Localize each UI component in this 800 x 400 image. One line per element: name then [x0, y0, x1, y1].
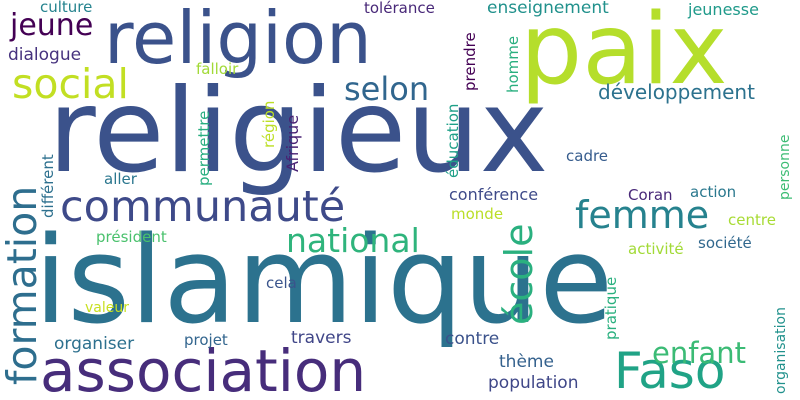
word-monde: monde [451, 205, 504, 223]
word-paix: paix [520, 0, 728, 107]
word-dialogue: dialogue [8, 45, 82, 65]
word-religion: religion [104, 0, 372, 80]
word-region: région [260, 100, 278, 148]
word-education: éducation [444, 103, 462, 178]
word-falloir: falloir [196, 60, 239, 78]
word-faso: Faso [614, 342, 726, 400]
word-culture: culture [40, 0, 93, 16]
word-valeur: valeur [85, 300, 129, 316]
word-social: social [12, 60, 129, 108]
word-enfant: enfant [652, 336, 746, 370]
word-pratique: pratique [602, 276, 620, 340]
word-afrique: Afrique [283, 114, 302, 172]
word-travers: travers [291, 328, 352, 348]
word-organiser: organiser [54, 334, 135, 354]
word-activite: activité [628, 240, 684, 258]
word-selon: selon [344, 70, 430, 108]
word-action: action [690, 183, 737, 201]
word-islamique: islamique [34, 212, 614, 351]
word-conference: conférence [449, 185, 539, 204]
word-different: différent [39, 154, 57, 218]
word-projet: projet [184, 331, 228, 349]
word-population: population [488, 373, 579, 393]
word-enseignement: enseignement [487, 0, 609, 18]
word-coran: Coran [628, 186, 673, 204]
word-ecole: école [497, 223, 541, 325]
word-religieux: religieux [48, 64, 549, 199]
word-permettre: permettre [195, 110, 213, 186]
word-personne: personne [777, 134, 793, 200]
word-president: président [96, 228, 167, 246]
word-homme: homme [504, 35, 522, 93]
word-cela: cela [266, 274, 297, 292]
word-femme: femme [575, 193, 710, 237]
word-developpement: développement [598, 80, 755, 104]
word-organisation: organisation [773, 307, 789, 394]
word-prendre: prendre [461, 32, 479, 91]
word-communaute: communauté [60, 182, 346, 232]
word-societe: société [698, 234, 752, 252]
word-association: association [40, 337, 367, 400]
word-aller: aller [104, 170, 137, 188]
word-national: national [286, 221, 420, 260]
word-cadre: cadre [566, 147, 609, 165]
word-tolerance: tolérance [364, 0, 435, 17]
word-jeune: jeune [10, 8, 94, 43]
word-contre: contre [445, 329, 500, 349]
word-centre: centre [728, 211, 776, 229]
word-jeunesse: jeunesse [688, 0, 759, 19]
word-theme: thème [499, 352, 554, 372]
word-formation: formation [0, 185, 46, 385]
